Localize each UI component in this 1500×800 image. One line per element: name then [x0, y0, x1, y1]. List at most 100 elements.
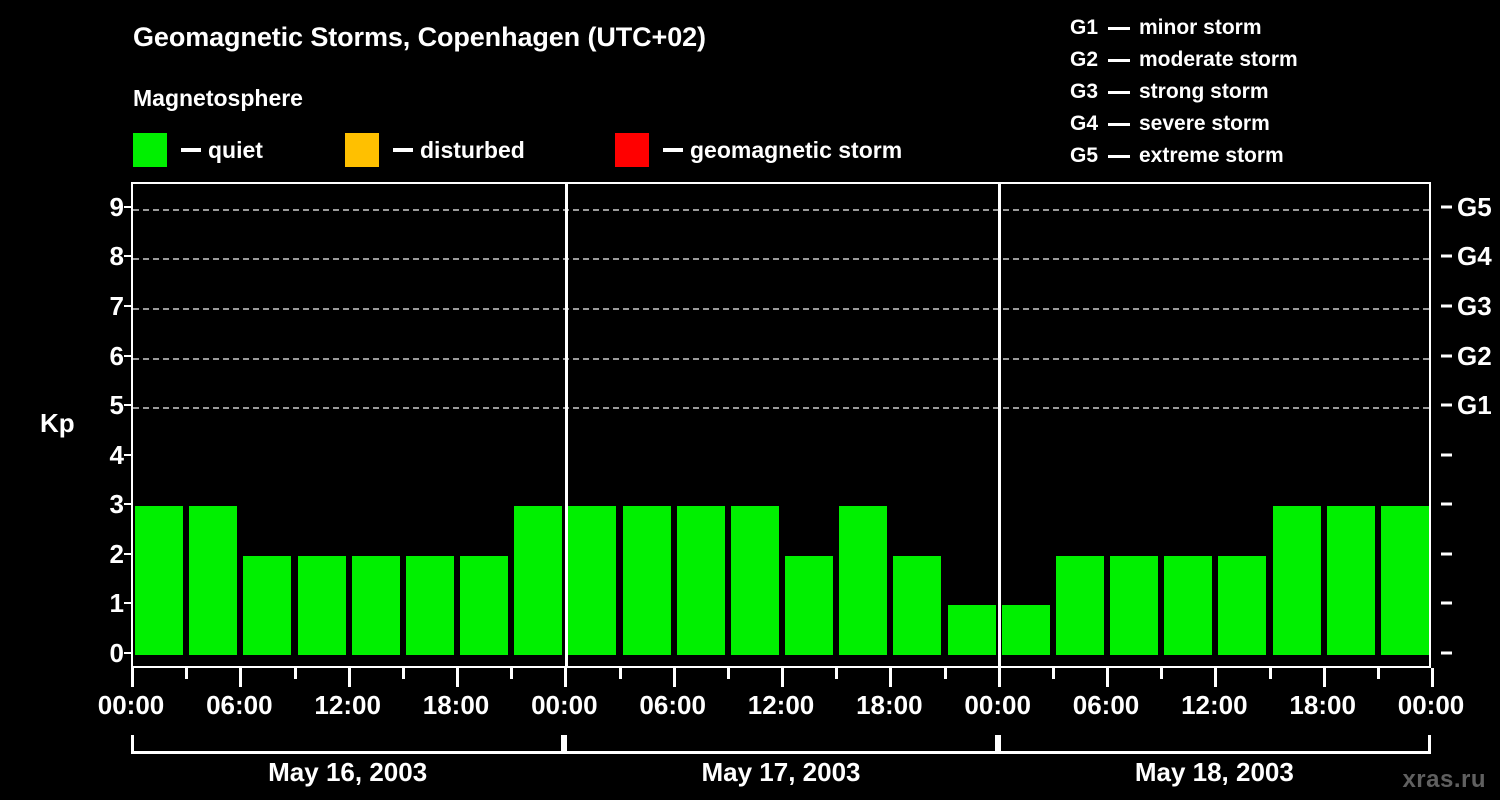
x-tick-label: 06:00: [1072, 690, 1140, 720]
g-legend-row-g4: G4 severe storm: [1070, 108, 1490, 140]
gridline-kp-9: [133, 208, 1429, 211]
plot-area: [131, 182, 1431, 668]
bar: [1380, 506, 1429, 655]
g-legend-dash-icon: [1108, 26, 1130, 30]
y-tick-mark-4: [124, 453, 133, 456]
x-tick-label: 18:00: [1289, 690, 1356, 720]
bar: [568, 506, 617, 655]
gridline-kp-7: [133, 307, 1429, 310]
y-tick-mark-7: [124, 304, 133, 307]
gridline-kp-8: [133, 258, 1429, 261]
bar: [947, 605, 996, 655]
y-tick-mark-8: [124, 255, 133, 258]
x-tick-mark: [1051, 668, 1055, 679]
g-legend-code-g3: G3: [1070, 80, 1099, 103]
x-tick-label: 18:00: [422, 690, 490, 720]
y-axis-left: 0 1 2 3 4 5 6 7 8 9: [60, 182, 133, 668]
day-label-1: May 16, 2003: [268, 757, 428, 787]
legend-item-disturbed: disturbed: [345, 133, 525, 167]
bar: [676, 506, 725, 655]
legend-dash-icon: [663, 148, 683, 152]
bar: [297, 555, 346, 655]
watermark: xras.ru: [1402, 766, 1486, 793]
g-legend-code-g1: G1: [1070, 16, 1099, 39]
y-tick-mark-right-9: [1441, 205, 1452, 209]
g-legend-row-g5: G5 extreme storm: [1070, 140, 1490, 172]
legend-item-quiet: quiet: [133, 133, 263, 167]
x-tick-mark: [239, 668, 243, 687]
x-tick-mark: [618, 668, 622, 679]
x-tick-mark: [510, 668, 514, 679]
y-tick-label-0: 0: [109, 638, 124, 668]
x-tick-mark: [1431, 668, 1434, 687]
g-axis-label-g1: G1: [1457, 390, 1492, 421]
x-tick-mark: [889, 668, 893, 687]
legend-dash-icon: [181, 148, 201, 152]
x-tick-label: 00:00: [1397, 690, 1465, 720]
y-tick-mark-right-5: [1441, 403, 1452, 407]
x-tick-mark: [293, 668, 297, 679]
g-legend-row-g2: G2 moderate storm: [1070, 44, 1490, 76]
x-tick-label: 12:00: [747, 690, 815, 720]
y-tick-mark-2: [124, 552, 133, 555]
day-label-3: May 18, 2003: [1134, 757, 1294, 787]
bar: [189, 506, 238, 655]
g-legend-text-g3: strong storm: [1139, 80, 1269, 103]
g-axis-label-g2: G2: [1457, 340, 1492, 371]
bar: [1001, 605, 1050, 655]
x-tick-mark: [1376, 668, 1380, 679]
bar: [243, 555, 292, 655]
g-legend-dash-icon: [1108, 58, 1130, 62]
legend-item-geomagnetic-storm: geomagnetic storm: [615, 133, 902, 167]
y-tick-label-6: 6: [109, 340, 124, 371]
g-axis-label-g5: G5: [1457, 191, 1492, 222]
x-tick-mark: [997, 668, 1001, 687]
x-tick-mark: [185, 668, 189, 679]
x-tick-label: 06:00: [639, 690, 706, 720]
bar: [785, 555, 834, 655]
gridline-kp-5: [133, 407, 1429, 410]
y-tick-label-4: 4: [109, 439, 124, 470]
g-legend-row-g1: G1 minor storm: [1070, 12, 1490, 44]
x-tick-mark: [1322, 668, 1326, 687]
y-tick-mark-right-3: [1441, 502, 1452, 506]
x-tick-mark: [726, 668, 730, 679]
y-axis-right-g-scale: G1 G2 G3 G4 G5: [1441, 182, 1500, 668]
page-title: Geomagnetic Storms, Copenhagen (UTC+02): [133, 22, 706, 52]
y-tick-mark-right-8: [1441, 254, 1452, 258]
bar: [460, 555, 509, 655]
x-tick-mark: [131, 668, 134, 687]
x-tick-mark: [1160, 668, 1164, 679]
x-tick-label: 12:00: [1181, 690, 1248, 720]
g-legend-row-g3: G3 strong storm: [1070, 76, 1490, 108]
y-tick-mark-3: [124, 503, 133, 506]
y-tick-mark-right-1: [1441, 601, 1452, 605]
x-tick-mark: [564, 668, 568, 687]
y-tick-label-8: 8: [109, 241, 124, 272]
g-legend-code-g5: G5: [1070, 144, 1099, 167]
x-tick-mark: [347, 668, 351, 687]
chart-subtitle: Magnetosphere: [133, 85, 303, 111]
y-tick-mark-1: [124, 602, 133, 605]
y-tick-mark-0: [124, 652, 133, 654]
day-bracket-2: [564, 735, 998, 754]
y-tick-mark-5: [124, 404, 133, 407]
legend-label-quiet: quiet: [208, 136, 263, 163]
y-tick-label-9: 9: [109, 191, 124, 222]
y-tick-mark-9: [124, 205, 133, 208]
y-tick-label-1: 1: [109, 588, 124, 619]
x-tick-label: 12:00: [314, 690, 381, 720]
legend-swatch-disturbed: [345, 133, 379, 167]
y-tick-label-3: 3: [109, 489, 124, 520]
x-axis: 00:00 06:00 12:00 18:00 00:00 06:00 12:00 18:00…: [98, 668, 1464, 720]
gridline-kp-6: [133, 357, 1429, 360]
x-tick-mark: [835, 668, 839, 679]
bar: [622, 506, 671, 655]
y-tick-label-2: 2: [109, 538, 124, 569]
g-axis-label-g4: G4: [1457, 241, 1492, 272]
y-tick-mark-right-4: [1441, 453, 1452, 457]
y-tick-mark-right-0: [1441, 651, 1452, 655]
day-brackets: May 16, 2003 May 17, 2003 May 18, 2003: [131, 735, 1431, 795]
g-legend-text-g2: moderate storm: [1139, 48, 1298, 71]
